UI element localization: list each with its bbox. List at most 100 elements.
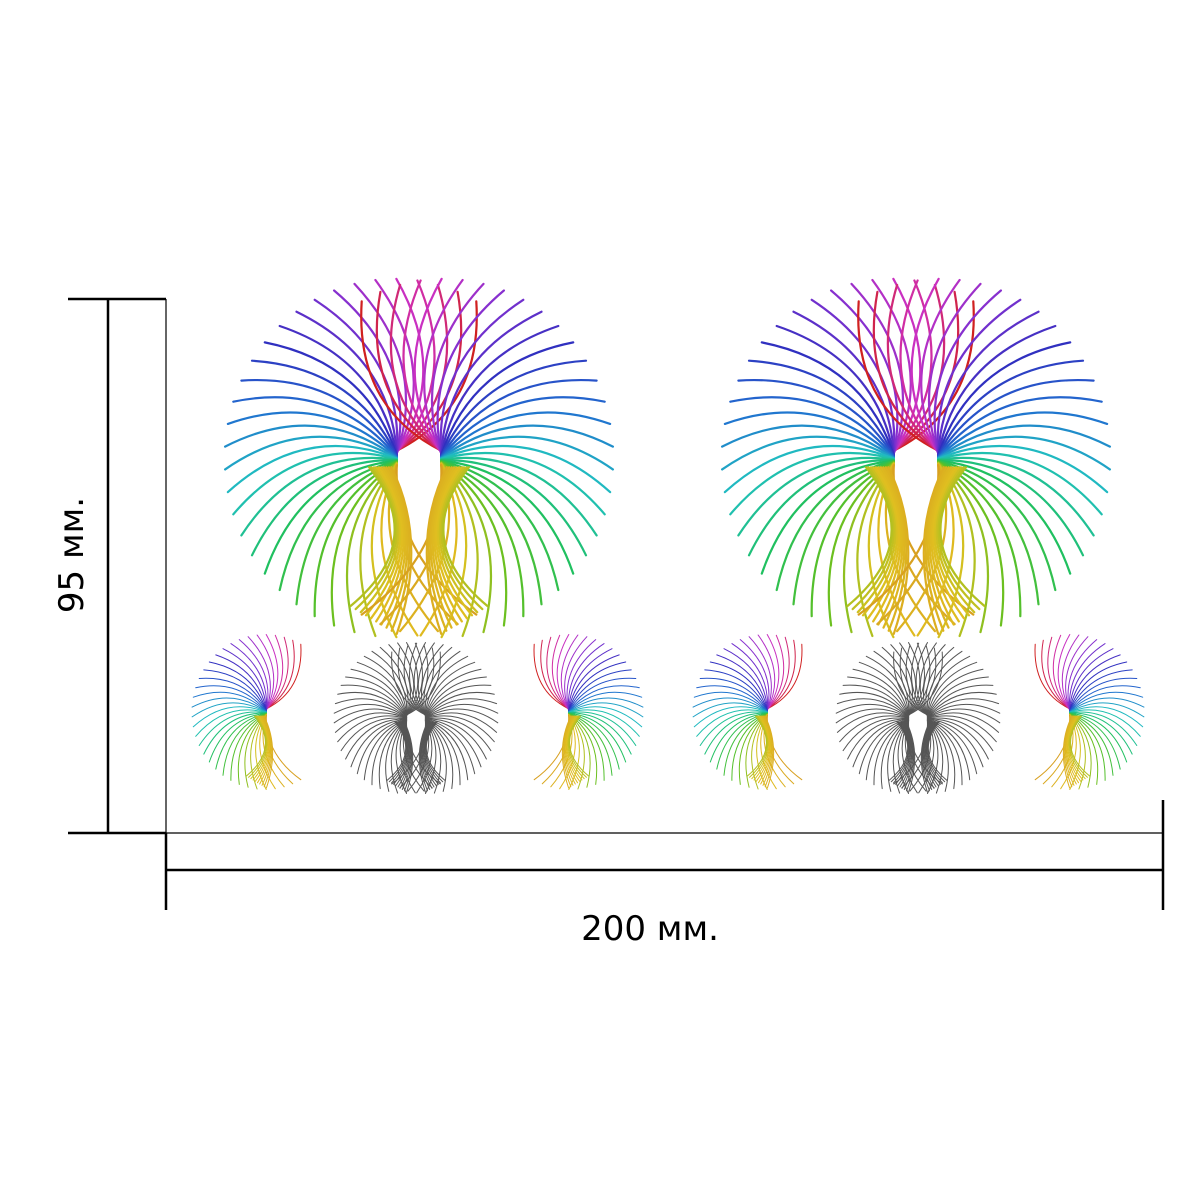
wing-strand [1068,643,1106,711]
wing-tail-strand [1066,715,1082,782]
wing-strand [198,711,267,746]
wing-strand [191,697,267,713]
wing-strand [247,636,271,711]
wing-strand [839,715,910,743]
wing-strand [424,691,495,718]
wing-strand [397,642,415,717]
wing-tail-strand [926,721,943,784]
wing-strand [402,279,443,454]
wing-tail-strand [385,466,409,629]
wing-strand [417,642,435,717]
wing-strand [696,709,768,737]
wing-strand [424,708,499,724]
wing-strand [1041,639,1071,710]
wing-strand [226,411,398,459]
wing-tail-strand [764,715,775,789]
wing-strand [1069,661,1128,712]
wing-strand [424,655,469,718]
wing-strand [238,639,269,711]
wing-strand [937,411,1109,459]
wing-strand [1067,639,1098,711]
wing-strand [195,709,267,737]
wing-strand [865,655,910,718]
wing-strand [937,459,1072,575]
wing-strand [1069,648,1114,711]
large-wing-pair-1-left-wing [223,277,478,639]
wing-strand [223,424,398,459]
wing-strand [424,698,498,719]
wing-strand [423,646,453,717]
wing-strand [892,300,975,452]
wing-strand [406,642,423,716]
wing-strand [737,456,895,537]
wing-strand [858,661,910,718]
wing-tail-strand [895,721,911,785]
wing-tail-strand [899,721,912,788]
wing-tail-strand [427,466,451,632]
wing-strand [406,642,419,717]
wing-strand [847,718,910,760]
wing-tail-strand [893,721,910,784]
wing-tail-strand [562,715,573,788]
wing-strand [424,717,492,752]
wing-strand [440,396,606,459]
wing-tail-strand [1070,715,1091,777]
wing-strand [413,642,426,717]
wing-strand [440,378,598,458]
wing-strand [265,634,284,710]
wing-strand [389,283,443,453]
wing-strand [440,459,575,575]
wing-strand [568,702,644,718]
wing-strand [375,290,443,453]
wing-strand [440,341,575,457]
wing-strand [1069,697,1145,713]
wing-strand [350,718,408,768]
wing-strand [240,378,398,458]
wing-strand [1069,685,1141,712]
wing-strand [747,458,895,557]
wing-strand [192,691,267,713]
wing-strand [198,677,267,712]
wing-strand [265,643,302,710]
wing-strand [1069,712,1128,763]
wing-strand [872,290,940,453]
wing-strand [766,634,785,710]
wing-strand [440,411,612,459]
wing-strand [835,703,910,719]
wing-tail-strand [259,715,271,785]
wing-tail-strand [925,721,941,785]
wing-tail-strand [888,721,909,781]
wing-strand [748,636,772,711]
wing-tail-strand [884,466,908,632]
wing-strand [568,712,627,763]
wing-strand [421,644,444,717]
wing-strand [345,718,408,760]
wing-tail-strand [877,466,904,626]
wing-strand [395,277,425,454]
wing-strand [937,324,1057,457]
wing-strand [540,639,570,710]
wing-tail-strand [419,721,430,792]
wing-strand [334,698,408,719]
wing-strand [265,639,295,710]
wing-strand [937,452,1103,516]
wing-strand [340,717,408,752]
wing-strand [926,712,1000,733]
wing-strand [926,655,971,718]
wing-tail-strand [349,466,396,608]
wing-tail-strand [429,466,453,629]
wing-strand [333,708,408,724]
wing-strand [424,718,487,760]
wing-strand [1069,677,1138,712]
wing-strand [424,661,476,718]
wing-strand [203,712,267,755]
wing-tail-strand [924,466,948,632]
wing-strand [886,283,940,453]
wing-strand [440,324,560,457]
wing-tail-strand [882,466,906,629]
wing-tail-strand [1063,715,1074,788]
wing-tail-strand [369,466,403,620]
wing-strand [424,715,495,743]
wing-strand [927,282,982,455]
wing-strand [240,456,398,537]
